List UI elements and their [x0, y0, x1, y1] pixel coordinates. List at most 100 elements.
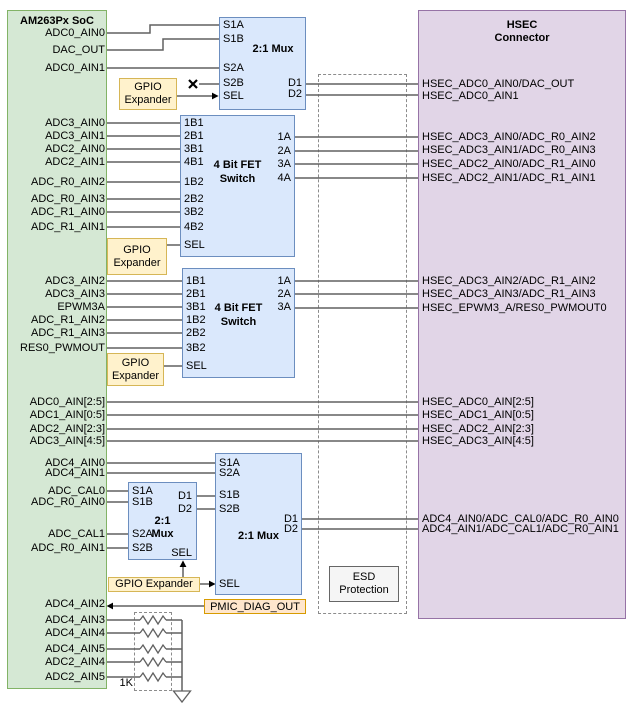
- block-pin-label: 1B2: [186, 314, 206, 326]
- soc-pin-label: ADC0_AIN0: [45, 27, 105, 39]
- block-pin-label: S2A: [132, 528, 153, 540]
- block-pin-label: 2B2: [186, 327, 206, 339]
- mux2-block: [215, 453, 302, 595]
- hsec-pin-label: ADC4_AIN0/ADC_CAL0/ADC_R0_AIN0: [422, 513, 619, 525]
- block-pin-label: 3A: [277, 301, 291, 313]
- hsec-pin-label: HSEC_ADC2_AIN[2:3]: [422, 423, 534, 435]
- soc-pin-label: ADC4_AIN4: [45, 627, 105, 639]
- hsec-pin-label: HSEC_ADC3_AIN[4:5]: [422, 435, 534, 447]
- soc-pin-label: ADC_CAL1: [48, 528, 105, 540]
- soc-pin-label: ADC4_AIN2: [45, 598, 105, 610]
- block-pin-label: S1B: [132, 496, 153, 508]
- block-pin-label: 4B1: [184, 156, 204, 168]
- block-pin-label: S2B: [223, 77, 244, 89]
- block-pin-label: D2: [287, 88, 302, 100]
- block-pin-label: S1B: [219, 489, 240, 501]
- soc-pin-label: ADC3_AIN[4:5]: [29, 435, 105, 447]
- soc-pin-label: ADC2_AIN1: [45, 156, 105, 168]
- block-pin-label: S2A: [223, 62, 244, 74]
- gpio-expander2-box: GPIO Expander: [107, 238, 167, 275]
- hsec-pin-label: HSEC_ADC0_AIN[2:5]: [422, 396, 534, 408]
- esd-protection-label: ESD: [352, 571, 376, 583]
- fet2-title: 4 Bit FET Switch: [182, 301, 295, 329]
- block-pin-label: 2B2: [184, 193, 204, 205]
- gpio-expander-label: GPIO: [134, 81, 162, 93]
- fet-switch1-block: [180, 115, 295, 257]
- block-pin-label: S2B: [219, 503, 240, 515]
- gpio-expander-horizontal-box: GPIO Expander: [108, 577, 200, 592]
- fet1-title: 4 Bit FET Switch: [180, 158, 295, 186]
- hsec-pin-label: HSEC_ADC0_AIN1: [422, 90, 519, 102]
- soc-pin-label: ADC4_AIN3: [45, 614, 105, 626]
- hsec-title-line2: Connector: [494, 32, 550, 44]
- block-pin-label: SEL: [186, 360, 207, 372]
- block-pin-label: D2: [283, 523, 298, 535]
- fet2-title-line1: 4 Bit FET: [214, 302, 263, 314]
- hsec-pin-label: HSEC_ADC3_AIN0/ADC_R0_AIN2: [422, 131, 596, 143]
- soc-pin-label: ADC3_AIN1: [45, 130, 105, 142]
- fet1-title-line1: 4 Bit FET: [213, 159, 262, 171]
- block-pin-label: S1A: [219, 457, 240, 469]
- soc-pin-label: ADC2_AIN0: [45, 143, 105, 155]
- soc-pin-label: ADC_R0_AIN3: [31, 193, 105, 205]
- block-pin-label: 3B2: [184, 206, 204, 218]
- hsec-title-line1: HSEC: [506, 19, 538, 31]
- soc-pin-label: ADC1_AIN[0:5]: [29, 409, 105, 421]
- block-pin-label: 3B1: [186, 301, 206, 313]
- block-pin-label: SEL: [219, 578, 240, 590]
- block-pin-label: 3B1: [184, 143, 204, 155]
- soc-pin-label: ADC_R1_AIN2: [31, 314, 105, 326]
- block-pin-label: 1A: [277, 275, 291, 287]
- gpio-expander-label: GPIO Expander: [115, 578, 193, 590]
- soc-pin-label: ADC_R1_AIN3: [31, 327, 105, 339]
- gpio-expander-label: Expander: [113, 256, 161, 269]
- block-pin-label: D1: [283, 513, 298, 525]
- hsec-pin-label: HSEC_ADC3_AIN1/ADC_R0_AIN3: [422, 144, 596, 156]
- soc-block: [7, 10, 107, 689]
- hsec-pin-label: HSEC_ADC1_AIN[0:5]: [422, 409, 534, 421]
- block-pin-label: S1A: [132, 485, 153, 497]
- block-pin-label: S1A: [223, 19, 244, 31]
- hsec-pin-label: ADC4_AIN1/ADC_CAL1/ADC_R0_AIN1: [422, 523, 619, 535]
- gpio-expander-label: GPIO: [121, 356, 150, 369]
- hsec-pin-label: HSEC_ADC2_AIN1/ADC_R1_AIN1: [422, 172, 596, 184]
- soc-pin-label: ADC2_AIN4: [45, 656, 105, 668]
- block-pin-label: 3B2: [186, 342, 206, 354]
- fet2-title-line2: Switch: [220, 316, 257, 328]
- block-pin-label: D2: [177, 503, 192, 515]
- soc-pin-label: ADC_CAL0: [48, 485, 105, 497]
- soc-pin-label: ADC0_AIN1: [45, 62, 105, 74]
- soc-pin-label: ADC3_AIN3: [45, 288, 105, 300]
- mux-small-title-line2: Mux: [151, 528, 174, 540]
- gpio-expander3-box: GPIO Expander: [107, 353, 164, 386]
- mux-small-title-line1: 2:1: [154, 515, 171, 527]
- hsec-title: HSEC Connector: [418, 19, 626, 45]
- mux2-title: 2:1 Mux: [238, 530, 279, 542]
- block-pin-label: 4A: [277, 172, 291, 184]
- esd-protection-label: Protection: [339, 584, 389, 596]
- gpio-expander-label: Expander: [111, 369, 160, 382]
- gpio-expander1-box: GPIO Expander: [119, 78, 177, 110]
- resistor-array-dashed-region: [134, 612, 172, 691]
- soc-pin-label: ADC4_AIN1: [45, 467, 105, 479]
- resistor-value-label: 1K: [119, 677, 133, 689]
- fet-switch2-block: [182, 268, 295, 378]
- block-pin-label: 1A: [277, 131, 291, 143]
- gpio-expander-label: GPIO: [123, 243, 151, 256]
- soc-pin-label: ADC_R1_AIN1: [31, 221, 105, 233]
- hsec-pin-label: HSEC_ADC0_AIN0/DAC_OUT: [422, 78, 575, 90]
- soc-pin-label: ADC_R0_AIN0: [31, 496, 105, 508]
- block-pin-label: S2B: [132, 542, 153, 554]
- soc-pin-label: DAC_OUT: [52, 44, 105, 56]
- block-pin-label: SEL: [223, 90, 244, 102]
- soc-pin-label: ADC_R0_AIN2: [31, 176, 105, 188]
- block-pin-label: 4B2: [184, 221, 204, 233]
- ground-symbol: [172, 690, 192, 704]
- soc-pin-label: EPWM3A: [57, 301, 105, 313]
- no-connect-x-icon: [188, 79, 198, 89]
- hsec-pin-label: HSEC_ADC2_AIN0/ADC_R1_AIN0: [422, 158, 596, 170]
- soc-pin-label: ADC_R0_AIN1: [31, 542, 105, 554]
- soc-pin-label: ADC2_AIN[2:3]: [29, 423, 105, 435]
- mux1-title: 2:1 Mux: [252, 43, 294, 55]
